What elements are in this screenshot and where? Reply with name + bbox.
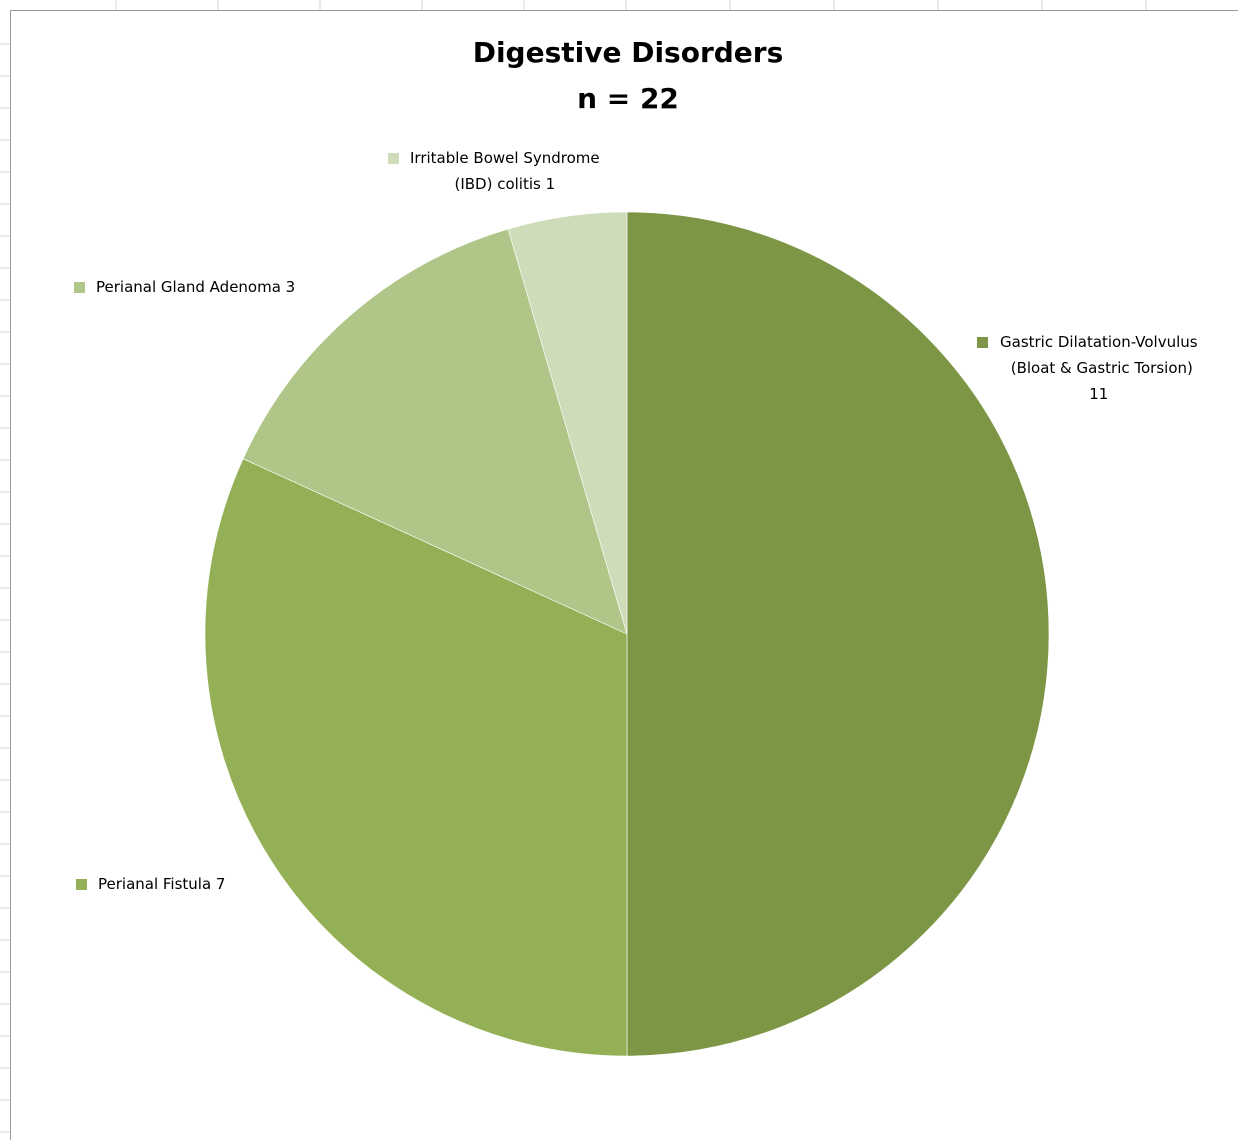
slice-adenoma[interactable] <box>242 228 628 635</box>
slice-label-ibd-line-2: (IBD) colitis 1 <box>454 175 556 193</box>
slice-label-adenoma: Perianal Gland Adenoma 3 <box>96 274 295 300</box>
label-swatch-ibd <box>388 153 399 164</box>
slice-fistula[interactable] <box>204 458 628 1057</box>
slice-label-ibd-line-1: Irritable Bowel Syndrome <box>410 149 600 167</box>
chart-subtitle: n = 22 <box>577 82 679 115</box>
chart-title: Digestive Disorders <box>472 36 784 69</box>
slice-gdv[interactable] <box>626 211 1050 1057</box>
slice-label-adenoma-line-1: Perianal Gland Adenoma 3 <box>96 278 296 296</box>
slice-label-gdv-line-2: (Bloat & Gastric Torsion) <box>1010 359 1193 377</box>
label-swatch-gdv <box>977 337 988 348</box>
label-swatch-adenoma <box>74 282 85 293</box>
slice-ibd[interactable] <box>507 211 628 635</box>
slice-label-gdv-line-1: Gastric Dilatation-Volvulus <box>1000 333 1198 351</box>
label-swatch-fistula <box>76 879 87 890</box>
slice-label-ibd: Irritable Bowel Syndrome (IBD) colitis 1 <box>410 145 600 197</box>
slice-label-gdv-line-3: 11 <box>1089 385 1109 403</box>
slice-label-fistula: Perianal Fistula 7 <box>98 871 225 897</box>
slice-label-fistula-line-1: Perianal Fistula 7 <box>98 875 226 893</box>
slice-label-gdv: Gastric Dilatation-Volvulus (Bloat & Gas… <box>1000 329 1198 407</box>
